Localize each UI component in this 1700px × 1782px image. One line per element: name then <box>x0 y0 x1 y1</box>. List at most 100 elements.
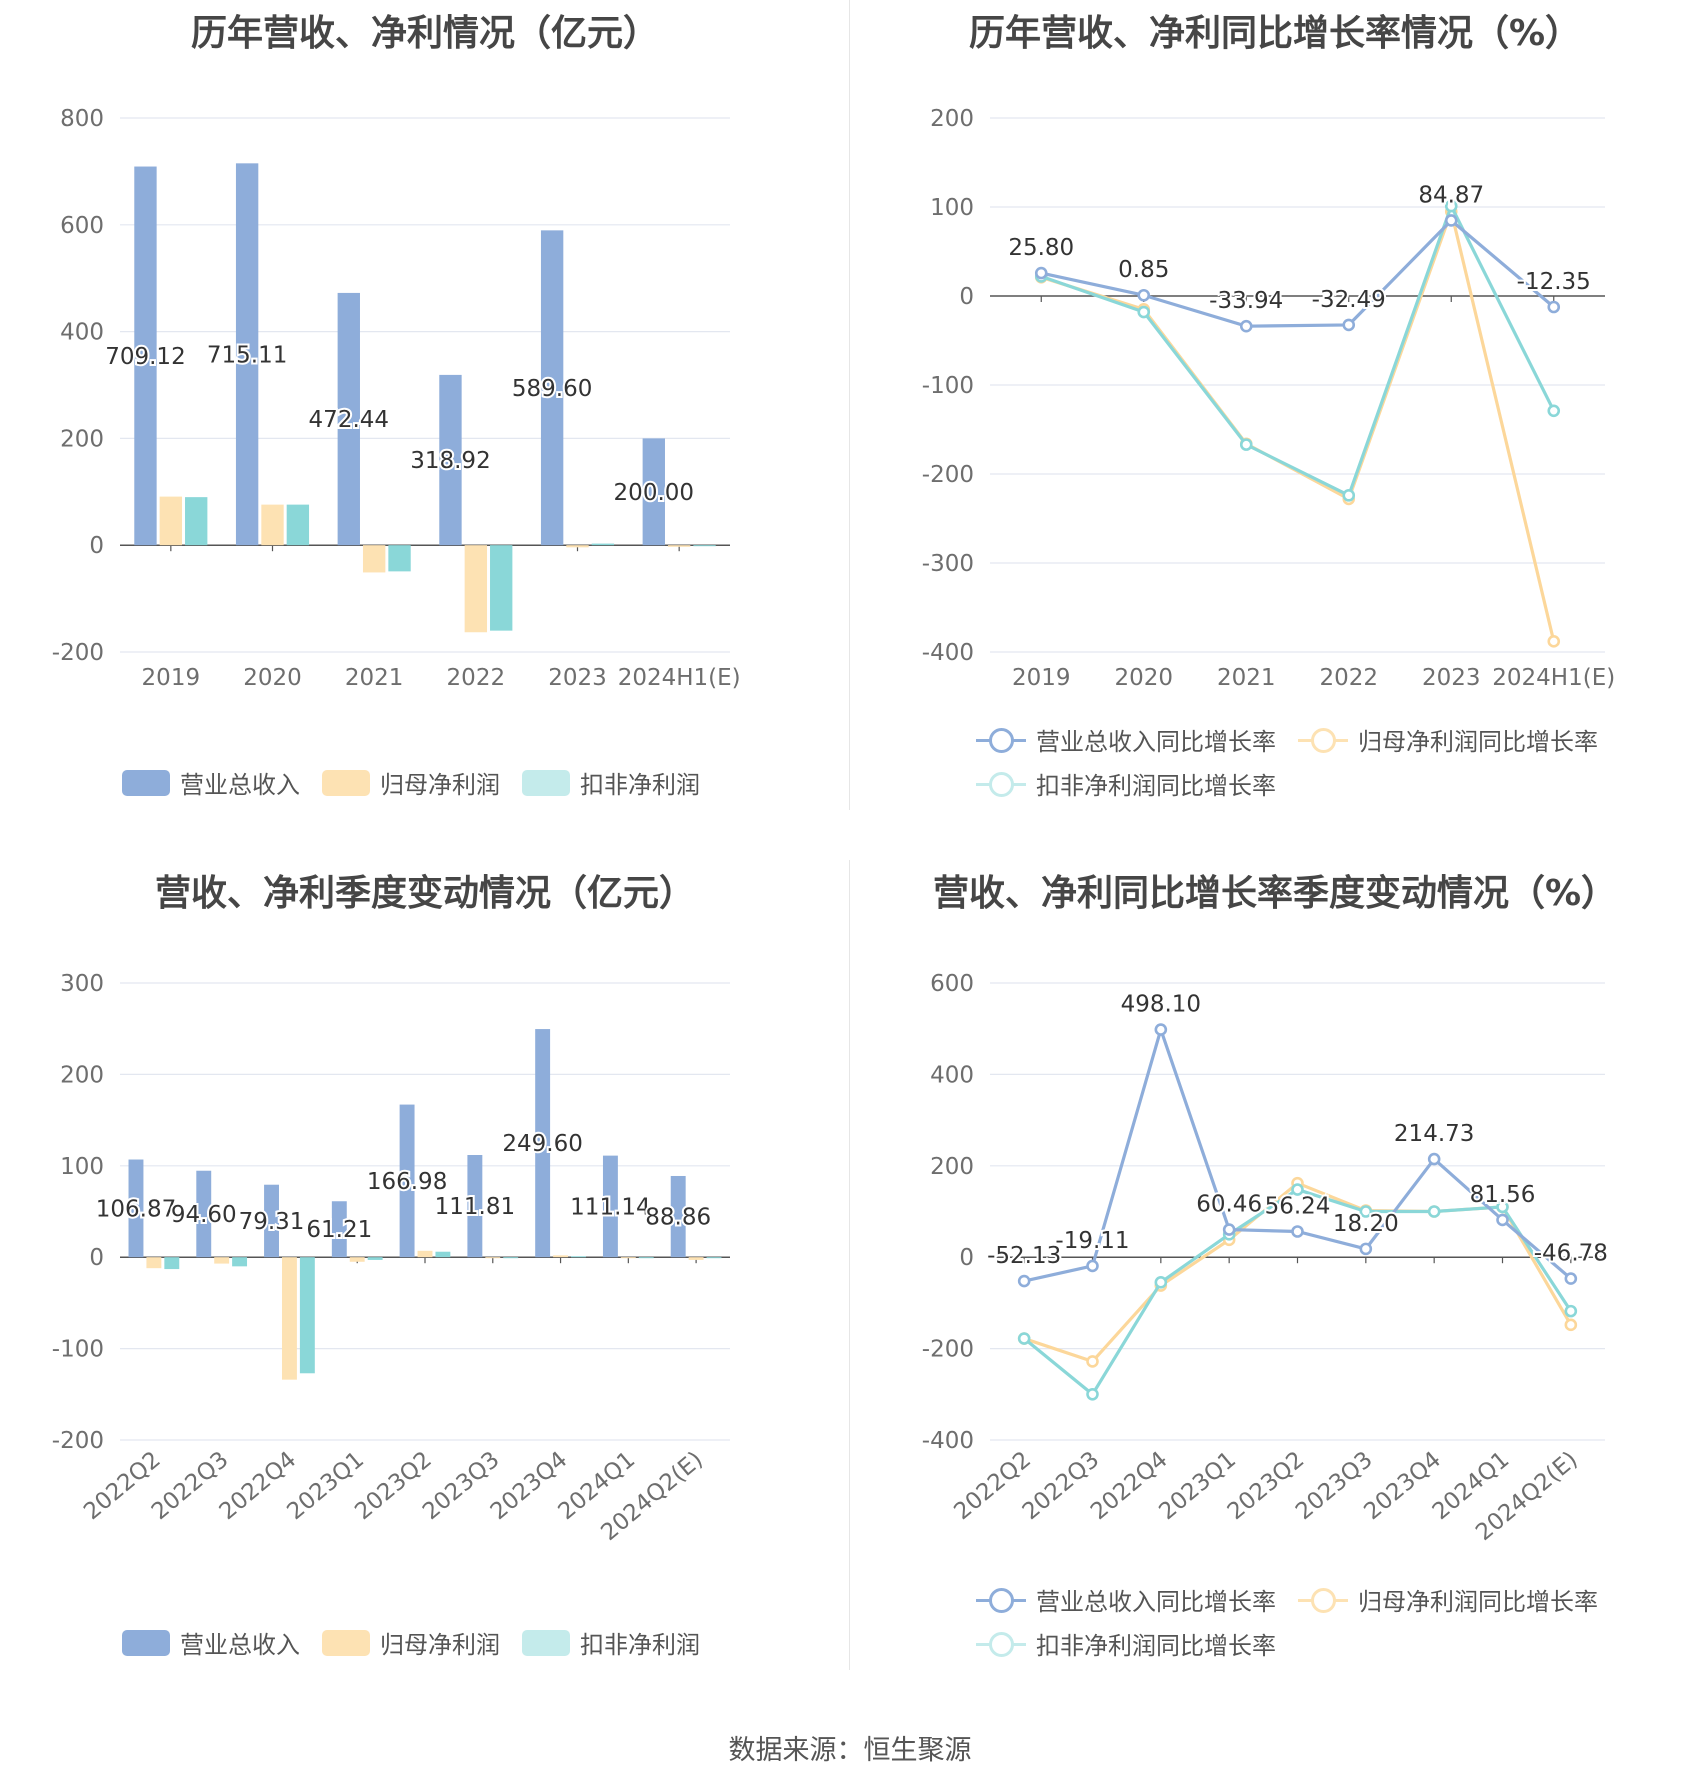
series-point <box>1444 199 1458 213</box>
data-label: 200.00 <box>614 480 694 506</box>
data-label: 715.11 <box>207 342 287 368</box>
quarterly-bar-chart: 3002001000-100-2002022Q22022Q32022Q42023… <box>52 971 730 1546</box>
series-point <box>1359 1205 1373 1218</box>
y-tick-label: 0 <box>959 284 974 310</box>
bar-deducted <box>571 1256 586 1258</box>
bar-deducted <box>388 545 411 572</box>
bar-revenue <box>134 166 157 546</box>
legend-label: 营业总收入同比增长率 <box>1036 1588 1276 1616</box>
x-tick-label: 2022 <box>447 665 506 691</box>
legend-item-revenue-growth[interactable]: 营业总收入同比增长率 <box>976 1582 1276 1617</box>
panel-title: 营收、净利季度变动情况（亿元） <box>154 873 695 914</box>
series-point <box>1034 266 1048 280</box>
legend-item-deducted[interactable]: 扣非净利润 <box>522 1625 700 1660</box>
bar-revenue <box>331 1201 347 1258</box>
legend-marker-net-growth <box>1298 1587 1348 1613</box>
bar-net-profit <box>667 545 691 547</box>
data-label: 18.20 <box>1333 1211 1399 1237</box>
series-point <box>1564 1272 1578 1285</box>
bar-net-profit <box>281 1257 297 1380</box>
data-label: -19.11 <box>1055 1228 1129 1254</box>
bar-revenue <box>602 1155 618 1258</box>
y-tick-label: -200 <box>52 1428 104 1454</box>
legend-item-revenue[interactable]: 营业总收入 <box>122 1625 300 1660</box>
series-point <box>1564 1304 1578 1318</box>
bar-net-profit <box>349 1257 365 1262</box>
legend-item-deducted-growth[interactable]: 扣非净利润同比增长率 <box>976 766 1276 801</box>
bar-revenue <box>535 1029 551 1258</box>
series-point <box>1496 1200 1509 1214</box>
bar-net-profit <box>417 1250 433 1258</box>
bar-net-profit <box>261 504 284 546</box>
bar-deducted <box>693 545 716 547</box>
data-label: 498.10 <box>1121 992 1201 1018</box>
series-point <box>1564 1318 1578 1332</box>
data-label: 61.21 <box>306 1217 372 1243</box>
legend-label: 归母净利润同比增长率 <box>1358 1588 1598 1616</box>
data-label: 84.87 <box>1418 182 1484 208</box>
y-tick-label: 100 <box>930 195 974 221</box>
bar-net-profit <box>566 545 589 548</box>
legend-item-revenue[interactable]: 营业总收入 <box>122 765 300 800</box>
legend-item-net-growth[interactable]: 归母净利润同比增长率 <box>1298 1582 1598 1617</box>
bar-revenue <box>439 374 462 546</box>
series-point <box>1547 404 1561 418</box>
legend-item-net-profit[interactable]: 归母净利润 <box>322 765 500 800</box>
legend-item-deducted-growth[interactable]: 扣非净利润同比增长率 <box>976 1626 1276 1661</box>
legend-label: 扣非净利润同比增长率 <box>1036 772 1276 800</box>
panel-annual-bar: 历年营收、净利情况（亿元） 800 600 400 200 0 -200 2019 2020 2… <box>0 0 850 860</box>
legend-item-net-profit[interactable]: 归母净利润 <box>322 1625 500 1660</box>
legend-label: 营业总收入 <box>180 771 300 799</box>
y-tick-label: -400 <box>922 640 974 666</box>
y-tick-label: 600 <box>60 213 104 239</box>
data-label: 111.81 <box>435 1194 515 1220</box>
series-point <box>1342 489 1356 502</box>
series-point <box>1137 305 1151 319</box>
legend-label: 归母净利润 <box>380 1631 500 1659</box>
legend-item-revenue-growth[interactable]: 营业总收入同比增长率 <box>976 722 1276 757</box>
divider-bottom <box>849 860 850 1670</box>
y-tick-label: -200 <box>922 462 974 488</box>
series-point <box>1086 1355 1099 1368</box>
series-point <box>1137 288 1151 302</box>
data-label: 56.24 <box>1265 1193 1331 1219</box>
series-point <box>1017 1274 1031 1288</box>
data-label: -33.94 <box>1209 288 1283 314</box>
panel-title: 历年营收、净利情况（亿元） <box>190 13 659 54</box>
y-tick-label: 600 <box>930 971 974 997</box>
data-label: 25.80 <box>1008 235 1074 261</box>
series-point <box>1359 1242 1373 1256</box>
bar-deducted <box>490 545 513 631</box>
legend-label: 归母净利润 <box>380 771 500 799</box>
y-tick-label: -200 <box>922 1337 974 1363</box>
data-label: 106.87 <box>96 1196 176 1222</box>
y-tick-label: -400 <box>922 1428 974 1454</box>
y-tick-label: 0 <box>959 1245 974 1271</box>
legend-item-net-growth[interactable]: 归母净利润同比增长率 <box>1298 722 1598 757</box>
legend-marker-deducted-growth <box>976 771 1026 797</box>
legend-swatch-revenue <box>122 769 170 796</box>
bar-deducted <box>638 1257 654 1259</box>
legend-item-deducted[interactable]: 扣非净利润 <box>522 765 700 800</box>
y-tick-label: 200 <box>930 1154 974 1180</box>
legend-label: 扣非净利润 <box>580 1631 700 1659</box>
data-label: 318.92 <box>410 448 490 474</box>
bar-deducted <box>435 1251 451 1258</box>
legend-label: 扣非净利润同比增长率 <box>1036 1632 1276 1660</box>
data-label: 60.46 <box>1196 1192 1262 1218</box>
series-line-revenue <box>1040 218 1555 328</box>
y-tick-label: -100 <box>922 373 974 399</box>
bar-revenue <box>128 1159 144 1258</box>
x-tick-label: 2022Q4 <box>1086 1447 1173 1526</box>
legend-swatch-deducted <box>522 1629 570 1656</box>
bar-revenue <box>337 292 360 546</box>
divider-top <box>849 0 850 810</box>
series-point <box>1427 1152 1441 1166</box>
x-tick-label: 2020 <box>1114 665 1173 691</box>
bar-net-profit <box>485 1257 501 1259</box>
x-tick-label: 2023Q4 <box>1359 1447 1446 1526</box>
panel-quarterly-bar: 营收、净利季度变动情况（亿元） 300 200 100 0 -100 -200 2022Q2… <box>0 860 850 1720</box>
bar-deducted <box>503 1257 519 1259</box>
series-point <box>1086 1259 1099 1273</box>
y-tick-label: 0 <box>89 1245 104 1271</box>
